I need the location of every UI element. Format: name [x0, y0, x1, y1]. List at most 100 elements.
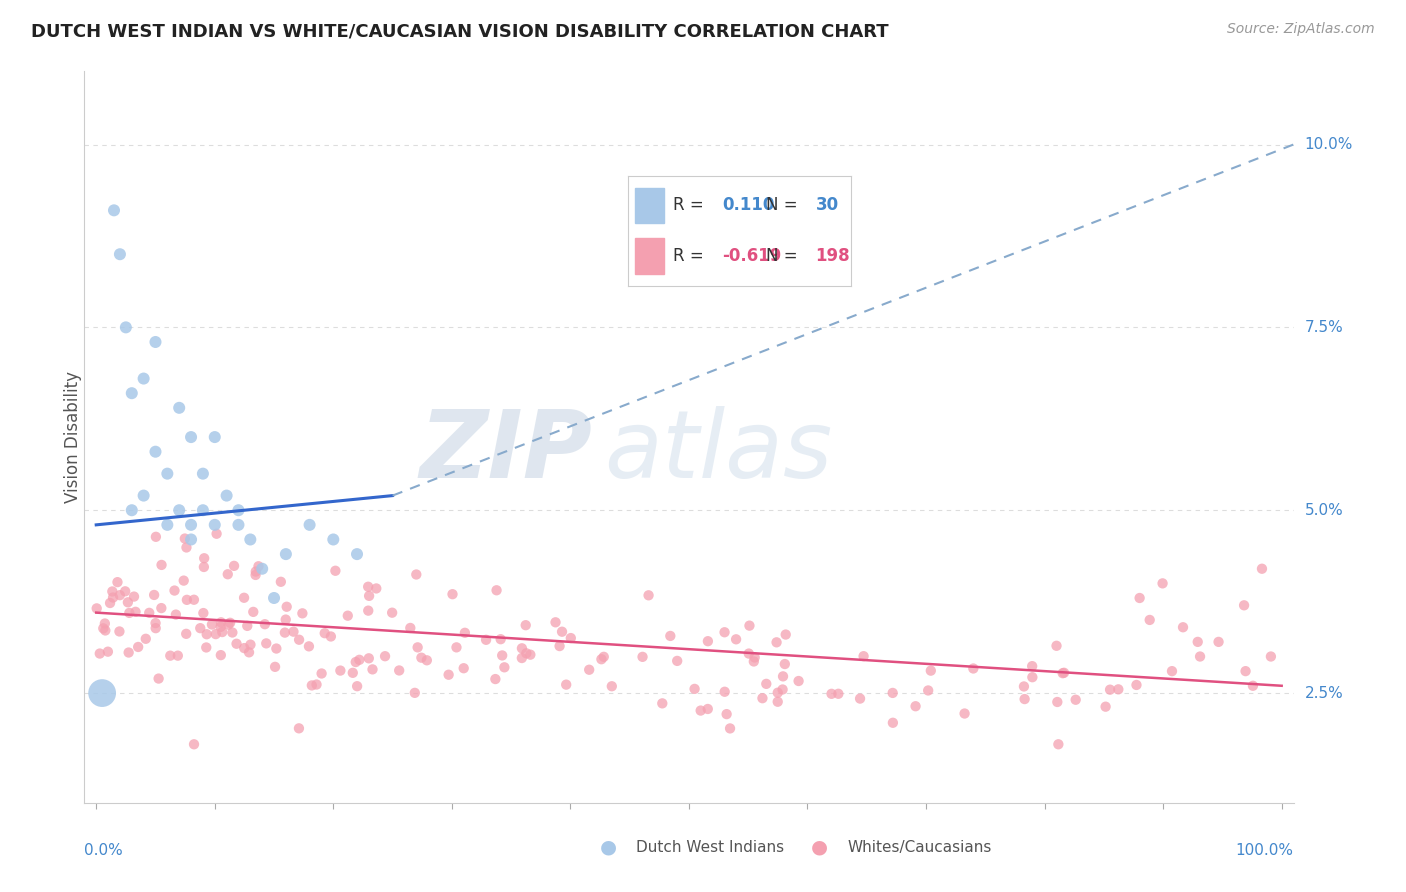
- Point: [1139, 613, 1161, 627]
- Point: [145, 621, 167, 635]
- Point: [183, 592, 205, 607]
- Point: [91, 621, 114, 635]
- Point: [322, 533, 344, 547]
- Point: [1233, 599, 1256, 613]
- Point: [173, 532, 195, 546]
- Point: [107, 575, 129, 590]
- Point: [399, 621, 422, 635]
- Point: [301, 678, 323, 692]
- Point: [920, 664, 942, 678]
- Point: [159, 648, 181, 663]
- Point: [250, 562, 273, 576]
- Point: [209, 615, 232, 630]
- Point: [86, 601, 108, 615]
- Point: [1189, 649, 1212, 664]
- Point: [1053, 665, 1076, 680]
- Point: [555, 678, 578, 692]
- Point: [195, 627, 218, 641]
- Point: [1187, 635, 1209, 649]
- Point: [166, 648, 188, 663]
- Point: [98, 596, 121, 610]
- Point: [510, 641, 533, 656]
- Point: [1171, 620, 1194, 634]
- Point: [274, 613, 297, 627]
- Point: [666, 654, 689, 668]
- Point: [132, 371, 155, 385]
- Point: [115, 320, 138, 334]
- Point: [489, 632, 512, 647]
- Point: [167, 401, 190, 415]
- Text: Dutch West Indians: Dutch West Indians: [636, 840, 785, 855]
- Point: [245, 568, 267, 582]
- Point: [254, 636, 277, 650]
- Point: [305, 677, 328, 691]
- Point: [1052, 666, 1074, 681]
- Point: [651, 697, 673, 711]
- Point: [221, 625, 243, 640]
- Point: [174, 627, 197, 641]
- Point: [173, 574, 195, 588]
- Point: [276, 599, 298, 614]
- Point: [411, 650, 433, 665]
- Point: [349, 653, 371, 667]
- Point: [91, 686, 114, 700]
- Point: [718, 722, 741, 736]
- Point: [346, 679, 368, 693]
- Point: [491, 648, 513, 663]
- Point: [713, 625, 735, 640]
- Point: [1047, 737, 1070, 751]
- Point: [247, 559, 270, 574]
- Point: [1045, 639, 1067, 653]
- Point: [195, 640, 218, 655]
- Point: [917, 683, 939, 698]
- Point: [787, 673, 810, 688]
- Point: [953, 706, 976, 721]
- Point: [163, 583, 186, 598]
- Point: [209, 648, 232, 662]
- Text: 198: 198: [815, 247, 851, 265]
- Point: [519, 648, 541, 662]
- Point: [298, 517, 321, 532]
- Point: [103, 203, 125, 218]
- Point: [121, 503, 143, 517]
- Point: [1129, 591, 1152, 605]
- Point: [238, 645, 260, 659]
- Text: -0.619: -0.619: [721, 247, 782, 265]
- Point: [204, 430, 226, 444]
- Point: [266, 641, 288, 656]
- Point: [217, 567, 239, 582]
- Point: [361, 662, 384, 676]
- Point: [191, 503, 214, 517]
- Point: [1094, 699, 1116, 714]
- Text: 5.0%: 5.0%: [1305, 503, 1343, 517]
- Point: [264, 660, 287, 674]
- Point: [122, 590, 145, 604]
- Point: [775, 627, 797, 641]
- Point: [548, 639, 571, 653]
- Point: [101, 591, 124, 605]
- Point: [205, 526, 228, 541]
- Text: R =: R =: [672, 247, 709, 265]
- Point: [510, 651, 533, 665]
- Text: ●: ●: [599, 838, 617, 857]
- Point: [1099, 682, 1122, 697]
- Point: [143, 588, 166, 602]
- Point: [1152, 576, 1174, 591]
- Text: R =: R =: [672, 196, 709, 214]
- Point: [381, 606, 404, 620]
- Point: [138, 606, 160, 620]
- Point: [683, 681, 706, 696]
- Point: [515, 618, 537, 632]
- Point: [314, 626, 336, 640]
- Point: [1021, 670, 1043, 684]
- Point: [209, 620, 232, 634]
- Text: atlas: atlas: [605, 406, 832, 497]
- Point: [1161, 664, 1184, 678]
- Point: [228, 517, 250, 532]
- Point: [416, 653, 439, 667]
- Point: [357, 580, 380, 594]
- Point: [1064, 692, 1087, 706]
- Point: [359, 589, 381, 603]
- Point: [193, 606, 215, 620]
- Point: [124, 605, 146, 619]
